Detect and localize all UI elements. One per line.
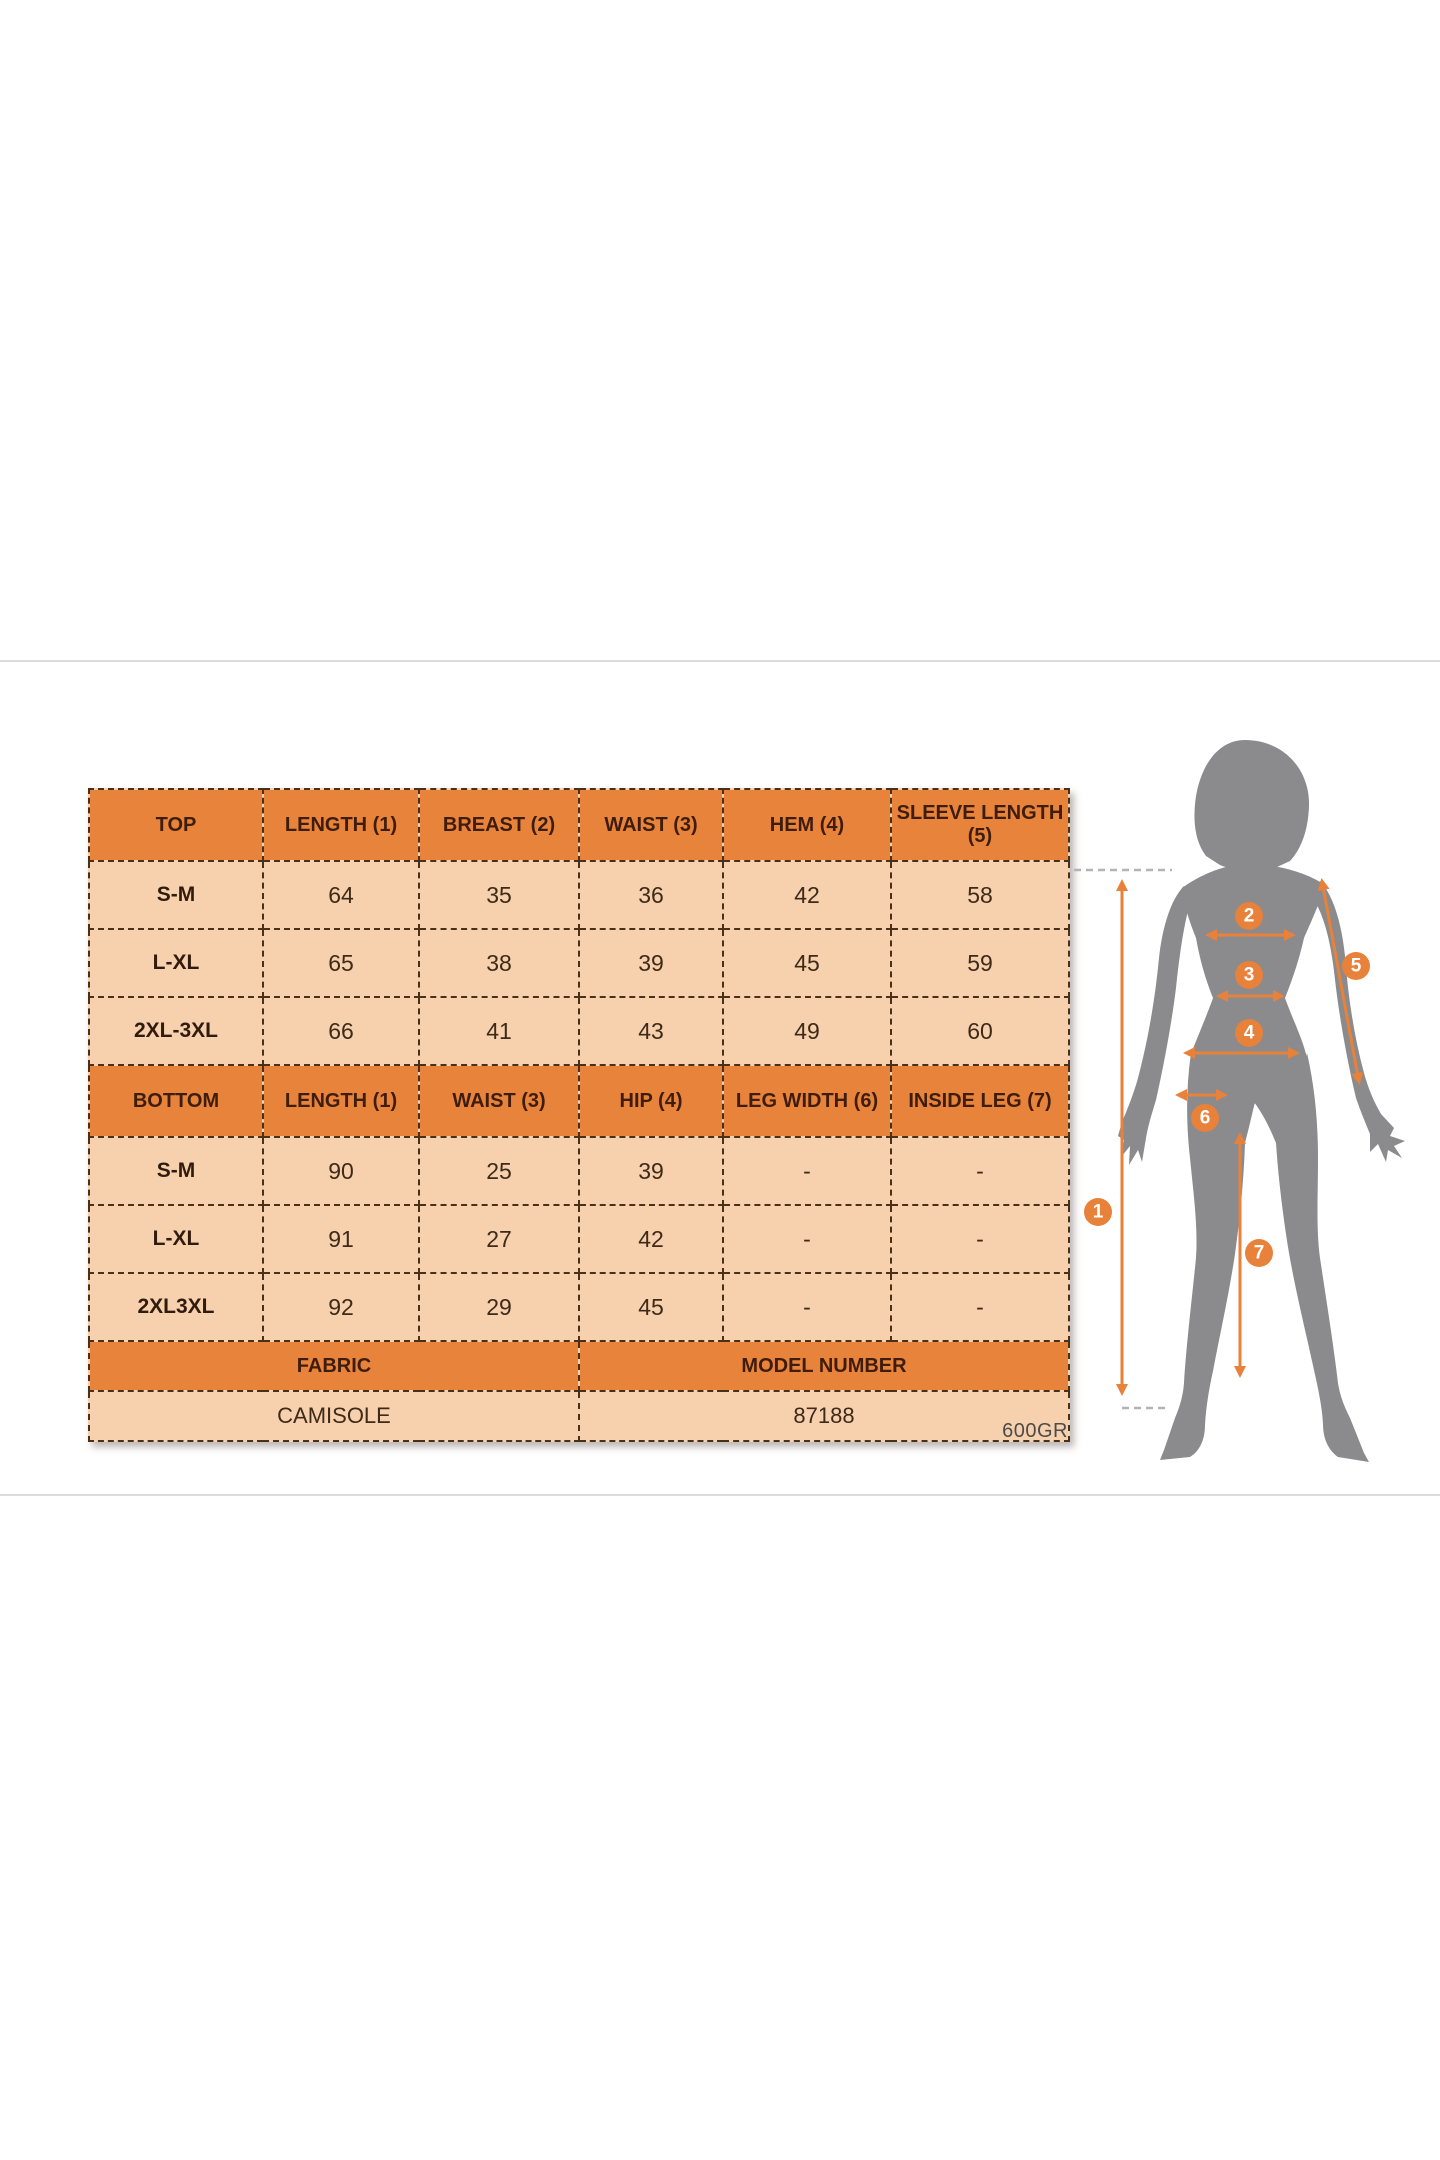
bottom-header-hip: HIP (4)	[578, 1064, 724, 1138]
top-header-waist: WAIST (3)	[578, 788, 724, 862]
weight-note: 600GR	[1002, 1420, 1068, 1442]
top-lxl-breast: 38	[418, 928, 580, 998]
top-lxl-waist: 39	[578, 928, 724, 998]
svg-text:6: 6	[1200, 1108, 1211, 1129]
bottom-lxl-waist: 27	[418, 1204, 580, 1274]
bottom-size-sm: S-M	[88, 1136, 264, 1206]
top-lxl-sleeve: 59	[890, 928, 1070, 998]
bottom-lxl-hip: 42	[578, 1204, 724, 1274]
top-2xl3xl-breast: 41	[418, 996, 580, 1066]
bottom-header-row: BOTTOM LENGTH (1) WAIST (3) HIP (4) LEG …	[88, 1064, 1070, 1138]
table-row: S-M 90 25 39 - -	[88, 1136, 1070, 1206]
bottom-sm-inside-leg: -	[890, 1136, 1070, 1206]
top-lxl-length: 65	[262, 928, 420, 998]
top-sm-hem: 42	[722, 860, 892, 930]
silhouette-left-arm	[1118, 886, 1190, 1165]
svg-text:3: 3	[1244, 965, 1255, 986]
svg-text:5: 5	[1351, 956, 1362, 977]
svg-text:4: 4	[1244, 1023, 1255, 1044]
page-divider-top	[0, 660, 1440, 662]
top-header-row: TOP LENGTH (1) BREAST (2) WAIST (3) HEM …	[88, 788, 1070, 862]
bottom-sm-leg-width: -	[722, 1136, 892, 1206]
size-chart-table: TOP LENGTH (1) BREAST (2) WAIST (3) HEM …	[88, 788, 1070, 1442]
woman-silhouette	[1118, 740, 1405, 1462]
bottom-2xl3xl-length: 92	[262, 1272, 420, 1342]
bottom-header-waist: WAIST (3)	[418, 1064, 580, 1138]
marker-3: 3	[1235, 961, 1263, 989]
bottom-lxl-inside-leg: -	[890, 1204, 1070, 1274]
model-number-value: 87188	[578, 1390, 1070, 1442]
top-header-breast: BREAST (2)	[418, 788, 580, 862]
fabric-label: FABRIC	[88, 1340, 580, 1392]
silhouette-right-leg	[1254, 1053, 1369, 1462]
silhouette-head	[1194, 740, 1310, 870]
top-header-section: TOP	[88, 788, 264, 862]
marker-6: 6	[1191, 1104, 1219, 1132]
bottom-sm-hip: 39	[578, 1136, 724, 1206]
svg-text:2: 2	[1244, 906, 1255, 927]
bottom-sm-waist: 25	[418, 1136, 580, 1206]
bottom-header-leg-width: LEG WIDTH (6)	[722, 1064, 892, 1138]
top-2xl3xl-length: 66	[262, 996, 420, 1066]
top-size-sm: S-M	[88, 860, 264, 930]
table-row: S-M 64 35 36 42 58	[88, 860, 1070, 930]
table-row: 2XL-3XL 66 41 43 49 60	[88, 996, 1070, 1066]
bottom-2xl3xl-leg-width: -	[722, 1272, 892, 1342]
top-2xl3xl-hem: 49	[722, 996, 892, 1066]
bottom-header-length: LENGTH (1)	[262, 1064, 420, 1138]
size-chart: TOP LENGTH (1) BREAST (2) WAIST (3) HEM …	[88, 788, 1070, 1442]
marker-2: 2	[1235, 902, 1263, 930]
bottom-sm-length: 90	[262, 1136, 420, 1206]
top-header-sleeve-length: SLEEVE LENGTH (5)	[890, 788, 1070, 862]
top-sm-waist: 36	[578, 860, 724, 930]
fabric-model-value-row: CAMISOLE 87188	[88, 1390, 1070, 1442]
page-divider-bottom	[0, 1494, 1440, 1496]
top-header-length: LENGTH (1)	[262, 788, 420, 862]
bottom-2xl3xl-inside-leg: -	[890, 1272, 1070, 1342]
bottom-2xl3xl-waist: 29	[418, 1272, 580, 1342]
marker-5: 5	[1342, 952, 1370, 980]
fabric-model-header-row: FABRIC MODEL NUMBER	[88, 1340, 1070, 1392]
top-sm-sleeve: 58	[890, 860, 1070, 930]
silhouette-left-leg	[1160, 1053, 1255, 1460]
top-2xl3xl-sleeve: 60	[890, 996, 1070, 1066]
table-row: L-XL 91 27 42 - -	[88, 1204, 1070, 1274]
table-row: 2XL3XL 92 29 45 - -	[88, 1272, 1070, 1342]
bottom-lxl-length: 91	[262, 1204, 420, 1274]
top-size-2xl3xl: 2XL-3XL	[88, 996, 264, 1066]
top-size-lxl: L-XL	[88, 928, 264, 998]
measurement-markers: 1 2 3 4 5 6 7	[1084, 902, 1370, 1267]
top-lxl-hem: 45	[722, 928, 892, 998]
marker-4: 4	[1235, 1019, 1263, 1047]
top-2xl3xl-waist: 43	[578, 996, 724, 1066]
svg-text:7: 7	[1254, 1243, 1265, 1264]
bottom-header-inside-leg: INSIDE LEG (7)	[890, 1064, 1070, 1138]
bottom-size-lxl: L-XL	[88, 1204, 264, 1274]
bottom-size-2xl3xl: 2XL3XL	[88, 1272, 264, 1342]
fabric-value: CAMISOLE	[88, 1390, 580, 1442]
table-row: L-XL 65 38 39 45 59	[88, 928, 1070, 998]
top-sm-length: 64	[262, 860, 420, 930]
top-sm-breast: 35	[418, 860, 580, 930]
marker-7: 7	[1245, 1239, 1273, 1267]
svg-text:1: 1	[1093, 1202, 1104, 1223]
arrow-sleeve	[1317, 878, 1364, 1085]
bottom-header-section: BOTTOM	[88, 1064, 264, 1138]
bottom-lxl-leg-width: -	[722, 1204, 892, 1274]
top-header-hem: HEM (4)	[722, 788, 892, 862]
model-number-label: MODEL NUMBER	[578, 1340, 1070, 1392]
bottom-2xl3xl-hip: 45	[578, 1272, 724, 1342]
marker-1: 1	[1084, 1198, 1112, 1226]
measurement-figure: 1 2 3 4 5 6 7	[1074, 740, 1405, 1462]
